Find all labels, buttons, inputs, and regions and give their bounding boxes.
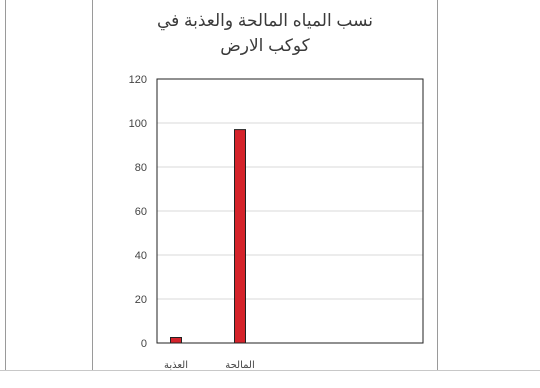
y-tick-label: 0 [141,338,147,350]
bottom-divider [0,370,540,371]
x-category-label: العذبة [164,360,188,371]
chart-title: نسب المياه المالحة والعذبة في كوكب الارض [92,8,438,58]
chart-title-line-2: كوكب الارض [220,36,310,55]
bars [170,129,246,344]
y-tick-label: 20 [135,294,147,306]
x-category-label: المالحة [225,360,255,371]
y-tick-label: 40 [135,250,147,262]
bar [170,337,182,344]
plot-area [156,78,424,344]
y-tick-label: 100 [129,118,147,130]
gridlines [157,122,423,300]
y-tick-label: 120 [129,74,147,86]
x-axis-categories: العذبة المالحة [164,360,255,371]
y-tick-label: 80 [135,162,147,174]
chart-title-line-1: نسب المياه المالحة والعذبة في [157,11,373,30]
bar [234,129,246,344]
y-axis-ticks: 0 20 40 60 80 100 120 [129,74,147,350]
y-tick-label: 60 [135,206,147,218]
